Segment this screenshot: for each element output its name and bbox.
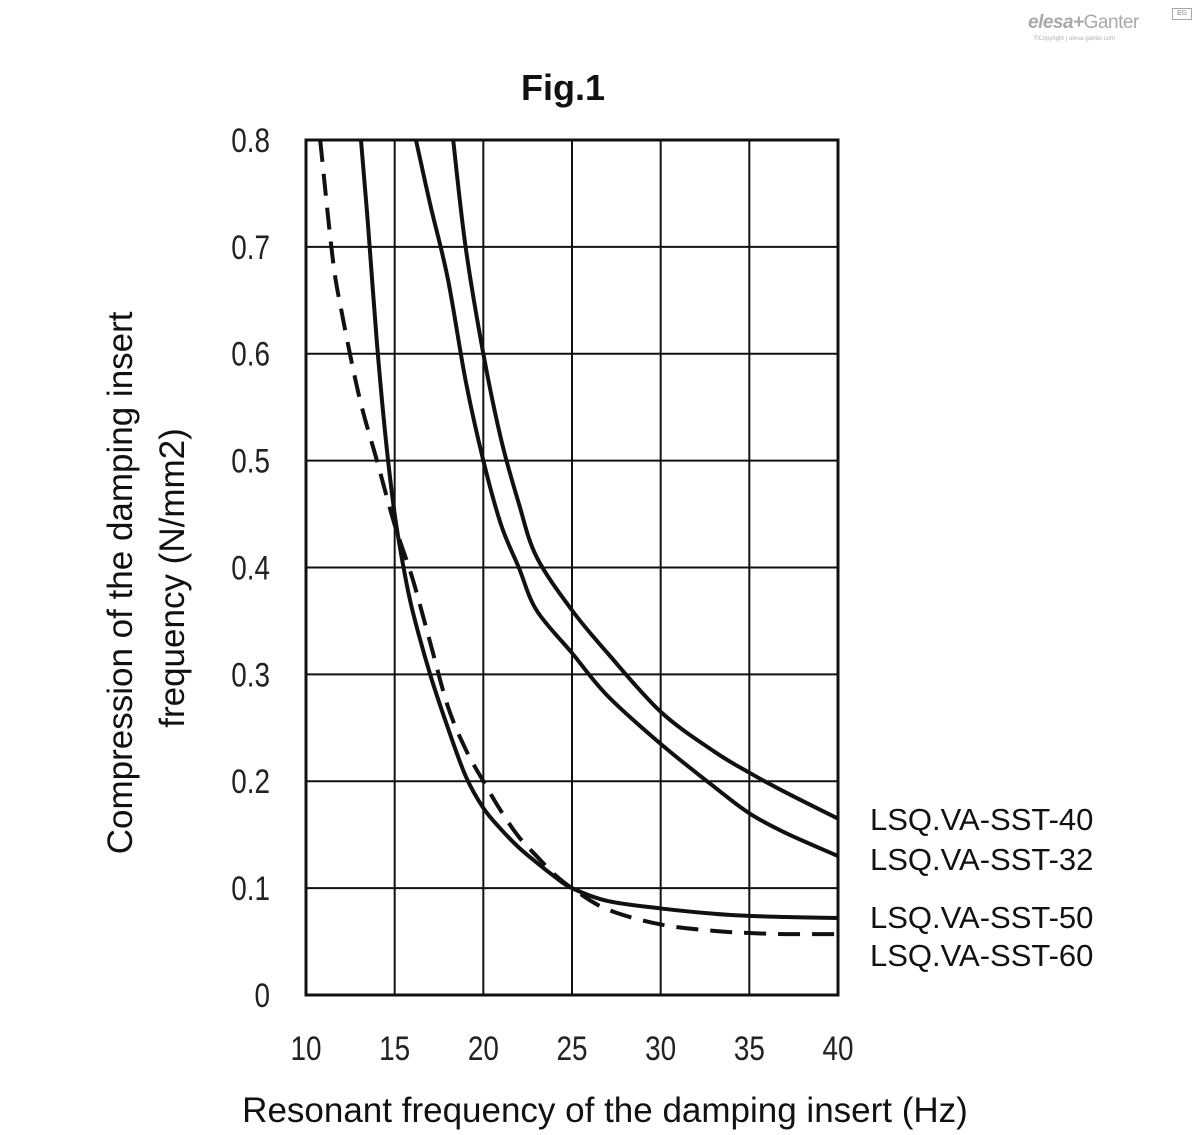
x-tick-label: 20 (468, 1029, 499, 1067)
y-axis-label-line-1: Compression of the damping insert (101, 311, 140, 854)
legend-label-lsq-va-sst-50: LSQ.VA-SST-50 (870, 900, 1093, 935)
legend-label-lsq-va-sst-32: LSQ.VA-SST-32 (870, 842, 1093, 877)
y-tick-label: 0.5 (231, 442, 270, 480)
x-tick-label: 25 (556, 1029, 587, 1067)
x-tick-label: 10 (290, 1029, 321, 1067)
y-tick-labels: 0 0.1 0.2 0.3 0.4 0.5 0.6 0.7 0.8 (231, 121, 270, 1014)
brand-copyright: ©Copyright | elesa-ganter.com (1034, 36, 1116, 42)
x-tick-label: 30 (645, 1029, 676, 1067)
x-tick-label: 35 (734, 1029, 765, 1067)
brand-logo-text: elesa+Ganter (1028, 12, 1139, 33)
series-line-lsq-va-sst-60 (318, 139, 839, 937)
y-axis-label: Compression of the damping insert freque… (101, 302, 192, 855)
series-line-lsq-va-sst-40 (451, 139, 839, 821)
legend-label-lsq-va-sst-60: LSQ.VA-SST-60 (870, 938, 1093, 973)
y-tick-label: 0.8 (231, 121, 270, 159)
series-line-lsq-va-sst-50 (358, 139, 839, 921)
x-tick-labels: 10 15 20 25 30 35 40 (290, 1029, 853, 1067)
brand-badge: EG (1172, 8, 1192, 20)
series-line-lsq-va-sst-32 (413, 139, 839, 858)
y-tick-label: 0.1 (231, 870, 270, 908)
y-tick-label: 0.7 (231, 228, 270, 266)
y-tick-label: 0 (254, 976, 270, 1014)
brand-logo: elesa+Ganter EG ©Copyright | elesa-gante… (1028, 6, 1192, 46)
y-tick-label: 0.3 (231, 656, 270, 694)
legend-label-lsq-va-sst-40: LSQ.VA-SST-40 (870, 802, 1093, 837)
grid (305, 139, 839, 996)
series-lines (318, 139, 839, 937)
x-tick-label: 40 (822, 1029, 853, 1067)
y-tick-label: 0.2 (231, 763, 270, 801)
y-axis-label-line-2: frequency (N/mm2) (153, 428, 192, 728)
y-tick-label: 0.6 (231, 335, 270, 373)
plot-frame (304, 138, 840, 997)
x-axis-label: Resonant frequency of the damping insert… (242, 1091, 968, 1130)
x-tick-label: 15 (379, 1029, 410, 1067)
legend: LSQ.VA-SST-40 LSQ.VA-SST-32 LSQ.VA-SST-50L… (870, 802, 1093, 973)
y-tick-label: 0.4 (231, 549, 270, 587)
chart-title: Fig.1 (521, 67, 605, 108)
